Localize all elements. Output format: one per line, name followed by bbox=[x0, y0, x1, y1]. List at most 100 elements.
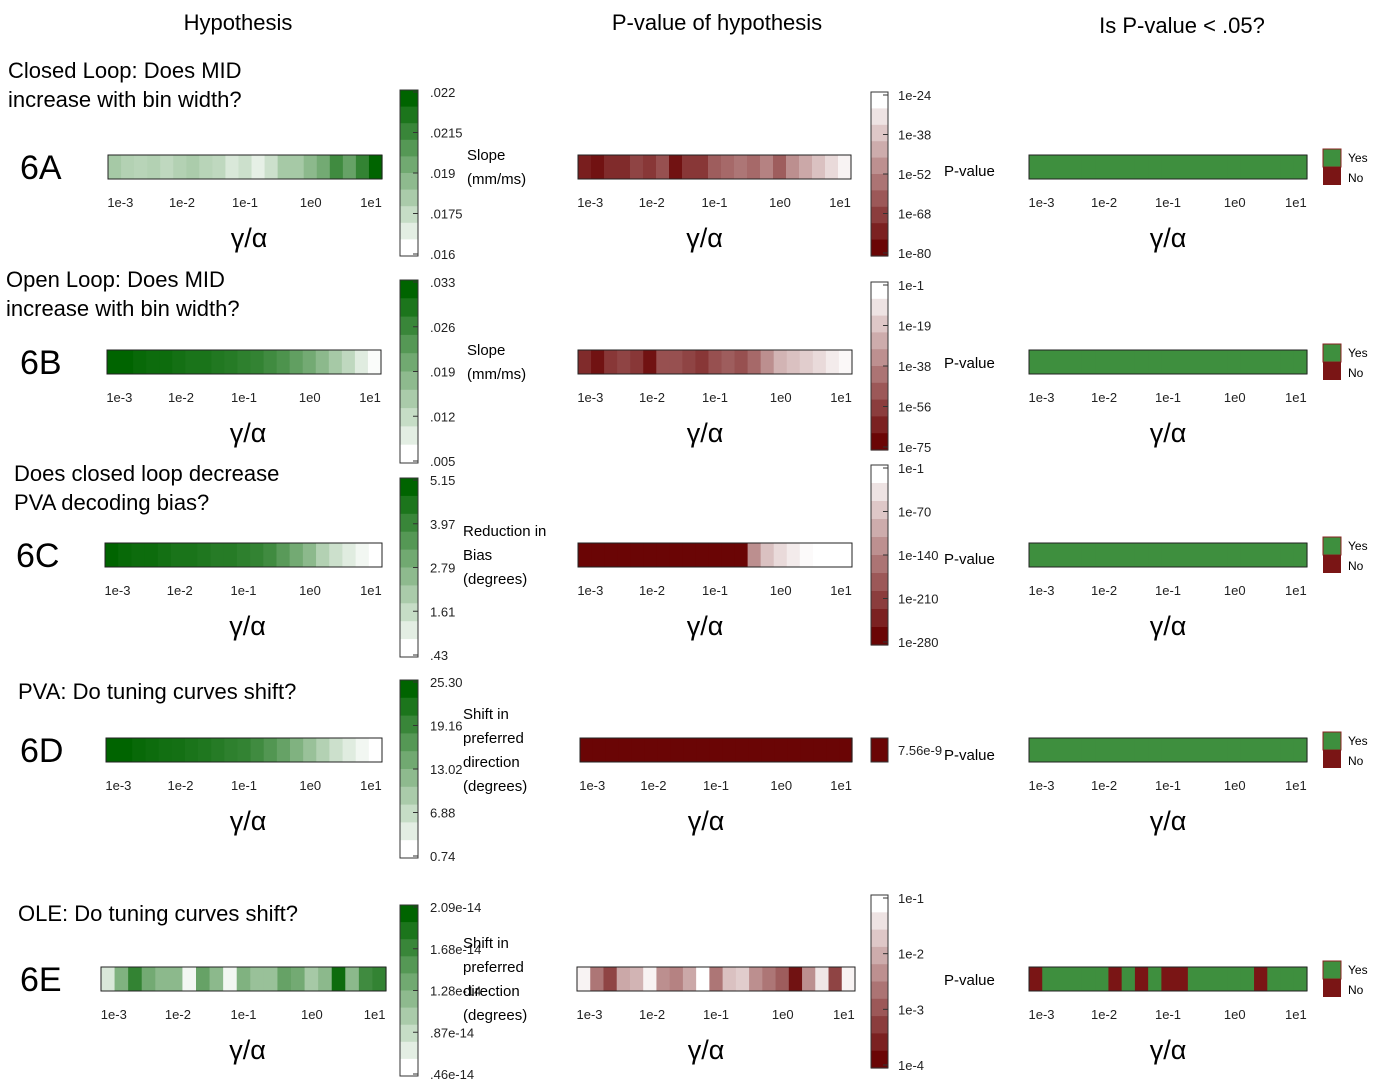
significance-cell-6d bbox=[1068, 738, 1083, 762]
hypothesis-cell-6c bbox=[342, 543, 357, 567]
hypothesis-colorbar-segment-6a bbox=[400, 123, 418, 141]
hypothesis-x-axis-label-6c: γ/α bbox=[229, 611, 266, 641]
pvalue-cell-6e bbox=[643, 967, 658, 991]
legend-swatch-no-6c bbox=[1323, 555, 1341, 573]
pvalue-6c-tick-1e1: 1e1 bbox=[830, 583, 852, 598]
hypothesis-colorbar-segment-6c bbox=[400, 621, 418, 640]
hypothesis-colorbar-tick-6c: 3.97 bbox=[430, 517, 455, 532]
hypothesis-unit-label-6a: (mm/ms) bbox=[467, 171, 526, 188]
significance-cell-6c bbox=[1029, 543, 1043, 567]
significance-cell-6b bbox=[1187, 350, 1202, 374]
pvalue-bar-frame-6e bbox=[576, 966, 856, 992]
significance-cell-6c bbox=[1280, 543, 1295, 567]
hypothesis-6e-tick-1e-3: 1e-3 bbox=[101, 1007, 127, 1022]
pvalue-colorbar-tick-6a: 1e-52 bbox=[898, 167, 931, 182]
pvalue-cell-6a bbox=[773, 155, 787, 179]
pvalue-cell-6e bbox=[775, 967, 790, 991]
row-label-6a: 6A bbox=[20, 149, 62, 187]
significance-6e-tick-1e-2: 1e-2 bbox=[1091, 1007, 1117, 1022]
hypothesis-colorbar-segment-6b bbox=[400, 334, 418, 354]
hypothesis-cell-6c bbox=[157, 543, 172, 567]
significance-cell-6e bbox=[1029, 967, 1043, 991]
hypothesis-cell-6b bbox=[328, 350, 343, 374]
pvalue-colorbar-tick-6c: 1e-1 bbox=[898, 461, 924, 476]
hypothesis-x-axis-label-6d: γ/α bbox=[230, 806, 267, 836]
header-significance: Is P-value < .05? bbox=[1099, 13, 1265, 38]
hypothesis-6b-tick-1e1: 1e1 bbox=[359, 390, 381, 405]
hypothesis-colorbar-segment-6c bbox=[400, 478, 418, 497]
pvalue-6d-tick-1e-2: 1e-2 bbox=[640, 778, 666, 793]
hypothesis-colorbar-segment-6c bbox=[400, 585, 418, 604]
hypothesis-colorbar-segment-6d bbox=[400, 840, 418, 859]
pvalue-label-6e: P-value bbox=[944, 972, 995, 989]
pvalue-colorbar-segment-6e bbox=[871, 929, 888, 948]
significance-cell-6e bbox=[1240, 967, 1255, 991]
pvalue-cell-6a bbox=[825, 155, 839, 179]
significance-cell-6c bbox=[1174, 543, 1189, 567]
hypothesis-unit-label-6a: Slope bbox=[467, 147, 505, 164]
panel-6d: PVA: Do tuning curves shift? 6D 1e-3 1e-2 1e… bbox=[18, 675, 1368, 864]
pvalue-cell-6b bbox=[604, 350, 618, 374]
pvalue-cell-6b bbox=[760, 350, 775, 374]
legend-label-no-6e: No bbox=[1348, 983, 1364, 997]
significance-cell-6a bbox=[1081, 155, 1096, 179]
hypothesis-6d-tick-1e-3: 1e-3 bbox=[105, 778, 131, 793]
hypothesis-cell-6b bbox=[185, 350, 199, 374]
pvalue-cell-6d bbox=[631, 738, 646, 762]
significance-6c-tick-1e0: 1e0 bbox=[1224, 583, 1246, 598]
pvalue-colorbar-segment-6b bbox=[871, 332, 888, 350]
pvalue-cell-6b bbox=[812, 350, 827, 374]
pvalue-6b-tick-1e-2: 1e-2 bbox=[639, 390, 665, 405]
significance-6a-tick-1e-3: 1e-3 bbox=[1028, 195, 1054, 210]
legend-swatch-no-6a bbox=[1323, 167, 1341, 185]
pvalue-cell-6b bbox=[630, 350, 644, 374]
question-6b: increase with bin width? bbox=[6, 296, 240, 321]
hypothesis-colorbar-segment-6d bbox=[400, 804, 418, 823]
pvalue-cell-6c bbox=[760, 543, 775, 567]
hypothesis-colorbar-segment-6e bbox=[400, 922, 418, 940]
hypothesis-cell-6a bbox=[173, 155, 187, 179]
significance-6e-tick-1e0: 1e0 bbox=[1224, 1007, 1246, 1022]
significance-cell-6d bbox=[1293, 738, 1308, 762]
pvalue-cell-6c bbox=[825, 543, 840, 567]
hypothesis-cell-6b bbox=[107, 350, 121, 374]
hypothesis-cell-6e bbox=[141, 967, 156, 991]
hypothesis-cell-6d bbox=[171, 738, 186, 762]
significance-cell-6a bbox=[1280, 155, 1295, 179]
pvalue-6e-tick-1e-1: 1e-1 bbox=[703, 1007, 729, 1022]
hypothesis-cell-6a bbox=[238, 155, 253, 179]
pvalue-bar-frame-6a bbox=[577, 154, 852, 180]
significance-cell-6a bbox=[1267, 155, 1282, 179]
pvalue-cell-6c bbox=[630, 543, 644, 567]
significance-cell-6d bbox=[1254, 738, 1268, 762]
significance-cell-6e bbox=[1121, 967, 1136, 991]
significance-bar-frame-6d bbox=[1028, 737, 1308, 763]
hypothesis-cell-6e bbox=[345, 967, 360, 991]
hypothesis-colorbar-segment-6c bbox=[400, 639, 418, 658]
significance-cell-6d bbox=[1267, 738, 1282, 762]
significance-cell-6a bbox=[1174, 155, 1189, 179]
hypothesis-colorbar-segment-6b bbox=[400, 444, 418, 464]
significance-6b-tick-1e-1: 1e-1 bbox=[1155, 390, 1181, 405]
hypothesis-6a-tick-1e0: 1e0 bbox=[300, 195, 322, 210]
hypothesis-colorbar-segment-6c bbox=[400, 531, 418, 551]
hypothesis-cell-6e bbox=[223, 967, 238, 991]
hypothesis-cell-6b bbox=[120, 350, 134, 374]
hypothesis-cell-6c bbox=[131, 543, 146, 567]
hypothesis-cell-6e bbox=[209, 967, 224, 991]
significance-6d-tick-1e0: 1e0 bbox=[1224, 778, 1246, 793]
pvalue-cell-6c bbox=[812, 543, 827, 567]
significance-6d-tick-1e-1: 1e-1 bbox=[1155, 778, 1181, 793]
significance-bar-frame-6e bbox=[1028, 966, 1308, 992]
pvalue-cell-6e bbox=[709, 967, 724, 991]
significance-cell-6e bbox=[1267, 967, 1282, 991]
hypothesis-x-axis-label-6e: γ/α bbox=[229, 1035, 266, 1065]
significance-cell-6a bbox=[1254, 155, 1268, 179]
hypothesis-colorbar-segment-6a bbox=[400, 106, 418, 124]
pvalue-colorbar-frame-6e bbox=[870, 894, 889, 1069]
pvalue-x-axis-label-6d: γ/α bbox=[688, 806, 725, 836]
significance-cell-6a bbox=[1042, 155, 1057, 179]
hypothesis-cell-6b bbox=[354, 350, 369, 374]
hypothesis-colorbar-segment-6e bbox=[400, 1058, 418, 1077]
pvalue-colorbar-segment-6b bbox=[871, 366, 888, 384]
